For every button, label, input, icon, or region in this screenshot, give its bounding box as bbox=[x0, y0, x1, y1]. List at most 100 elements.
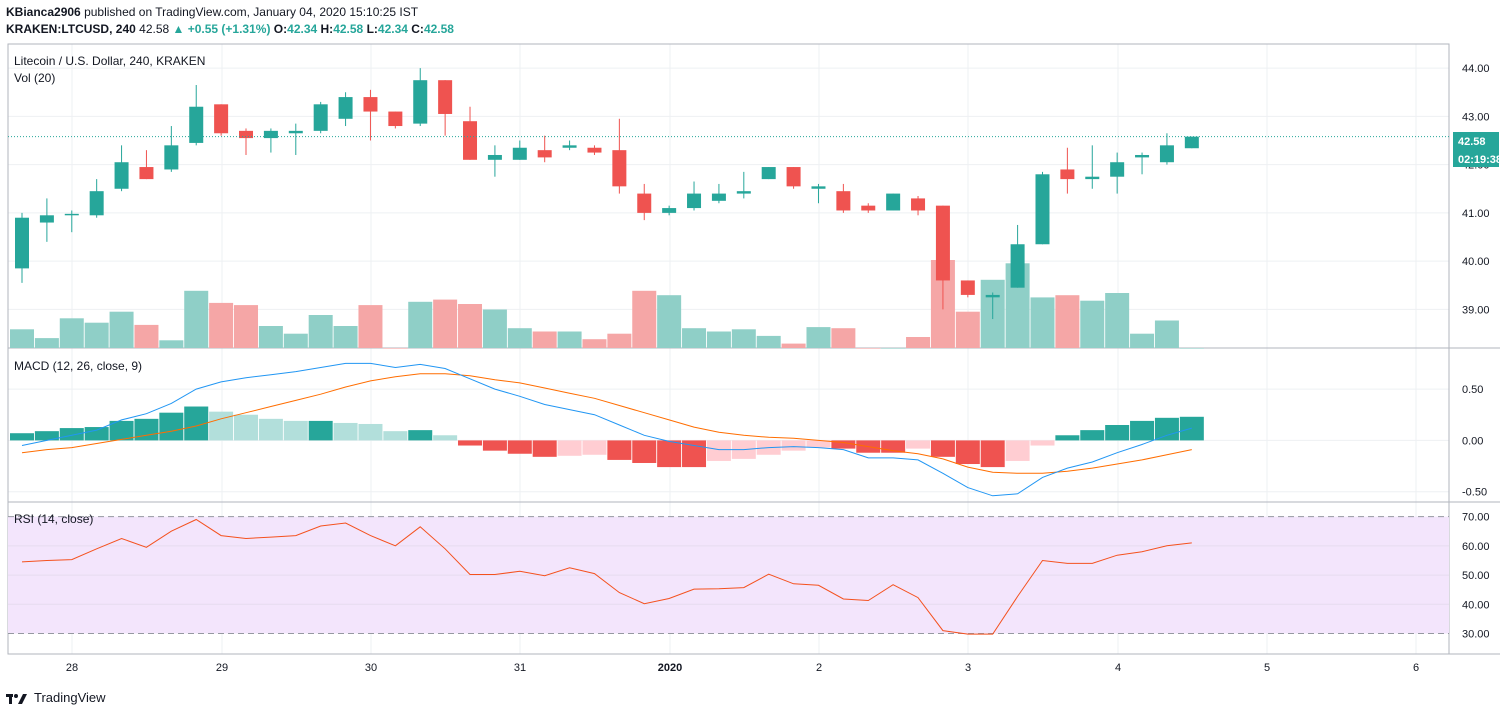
candle-body bbox=[189, 106, 204, 143]
candle-body bbox=[288, 130, 303, 134]
high-label: H: bbox=[320, 22, 334, 36]
macd-histogram-bar bbox=[134, 418, 159, 441]
macd-histogram-bar bbox=[657, 440, 682, 468]
axes: 2829303120202345644.0043.0042.0041.0040.… bbox=[66, 63, 1490, 674]
macd-axis-label: 0.50 bbox=[1462, 384, 1483, 396]
candle-body bbox=[811, 186, 826, 189]
tradingview-logo-icon bbox=[6, 693, 27, 704]
time-axis-label: 2020 bbox=[658, 662, 682, 674]
volume-bar bbox=[881, 348, 906, 349]
macd-histogram-bar bbox=[955, 440, 980, 465]
rsi-axis-label: 70.00 bbox=[1462, 512, 1490, 524]
candlesticks[interactable] bbox=[8, 68, 1449, 320]
volume-bar bbox=[358, 305, 383, 348]
macd-histogram-bar bbox=[632, 440, 657, 463]
candle-body bbox=[1010, 244, 1025, 288]
macd-histogram-bar bbox=[234, 414, 259, 441]
rsi-pane[interactable] bbox=[8, 516, 1449, 635]
rsi-pane-title: RSI (14, close) bbox=[14, 512, 93, 526]
candle-body bbox=[139, 167, 154, 180]
candle-body bbox=[263, 130, 278, 139]
candle-body bbox=[114, 162, 129, 189]
last-price: 42.58 bbox=[139, 22, 170, 36]
candle-body bbox=[89, 191, 104, 216]
volume-bar bbox=[159, 340, 184, 348]
macd-histogram-bar bbox=[10, 433, 34, 441]
candle-body bbox=[463, 121, 478, 160]
rsi-axis-label: 40.00 bbox=[1462, 599, 1490, 611]
symbol-interval: KRAKEN:LTCUSD, 240 bbox=[6, 22, 136, 36]
volume-bar bbox=[682, 328, 707, 348]
volume-bar bbox=[557, 331, 582, 348]
volume-pane-title: Vol (20) bbox=[14, 71, 55, 85]
macd-histogram-bar bbox=[433, 435, 458, 441]
time-axis-label: 3 bbox=[965, 662, 971, 674]
macd-histogram-bar bbox=[258, 418, 283, 441]
publish-text: published on TradingView.com, January 04… bbox=[84, 5, 419, 19]
candle-body bbox=[164, 145, 179, 170]
volume-bar bbox=[955, 311, 980, 348]
macd-histogram-bar bbox=[1005, 440, 1030, 461]
author-name[interactable]: KBianca2906 bbox=[6, 5, 81, 19]
macd-histogram-bar bbox=[582, 440, 607, 455]
tradingview-branding[interactable]: TradingView bbox=[6, 690, 106, 705]
time-axis-label: 30 bbox=[365, 662, 377, 674]
open-value: 42.34 bbox=[287, 22, 318, 36]
macd-histogram-bar bbox=[706, 440, 731, 461]
candle-body bbox=[1135, 154, 1150, 158]
macd-histogram-bar bbox=[507, 440, 532, 454]
macd-histogram-bar bbox=[59, 428, 84, 441]
candle-body bbox=[438, 80, 453, 114]
candle-body bbox=[687, 193, 702, 209]
candle-body bbox=[1035, 174, 1050, 245]
candle-body bbox=[711, 193, 726, 201]
volume-bar bbox=[632, 290, 657, 348]
candle-body bbox=[239, 130, 254, 139]
volume-bar bbox=[408, 301, 433, 348]
volume-bar bbox=[134, 324, 159, 348]
macd-histogram-bar bbox=[383, 431, 408, 441]
volume-bar bbox=[582, 339, 607, 348]
candle-body bbox=[537, 150, 552, 158]
price-axis-label: 40.00 bbox=[1462, 256, 1490, 268]
macd-histogram-bar bbox=[906, 440, 931, 449]
macd-histogram-bar bbox=[1154, 417, 1179, 441]
low-label: L: bbox=[366, 22, 378, 36]
macd-histogram-bar bbox=[1105, 425, 1130, 441]
volume-bar bbox=[1080, 300, 1105, 348]
candle-body bbox=[64, 213, 79, 216]
volume-bar bbox=[1030, 297, 1055, 348]
volume-bar bbox=[781, 343, 806, 348]
trading-chart[interactable]: 2829303120202345644.0043.0042.0041.0040.… bbox=[0, 0, 1508, 690]
macd-axis-label: -0.50 bbox=[1462, 487, 1487, 499]
volume-bar bbox=[10, 329, 34, 348]
volume-bar bbox=[308, 315, 333, 348]
volume-bar bbox=[657, 295, 682, 348]
close-label: C: bbox=[411, 22, 424, 36]
macd-histogram-bar bbox=[84, 427, 109, 441]
volume-bar bbox=[532, 331, 557, 348]
macd-histogram-bar bbox=[458, 440, 483, 446]
volume-bars[interactable] bbox=[10, 260, 1204, 349]
macd-pane[interactable] bbox=[10, 362, 1204, 497]
time-axis-label: 5 bbox=[1264, 662, 1270, 674]
macd-pane-title: MACD (12, 26, close, 9) bbox=[14, 359, 142, 373]
volume-bar bbox=[433, 299, 458, 348]
close-value: 42.58 bbox=[423, 22, 454, 36]
macd-histogram-bar bbox=[159, 412, 184, 441]
macd-histogram-bar bbox=[980, 440, 1005, 468]
candle-body bbox=[562, 145, 577, 148]
macd-histogram-bar bbox=[34, 431, 59, 441]
candle-body bbox=[363, 97, 378, 112]
high-value: 42.58 bbox=[333, 22, 364, 36]
candle-body bbox=[214, 104, 229, 134]
bar-countdown: 02:19:38 bbox=[1458, 154, 1502, 166]
candle-body bbox=[487, 154, 502, 160]
macd-histogram-bar bbox=[607, 440, 632, 460]
macd-histogram-bar bbox=[806, 440, 831, 448]
candle-body bbox=[886, 193, 901, 211]
candle-body bbox=[587, 147, 602, 153]
volume-bar bbox=[706, 331, 731, 348]
tradingview-label: TradingView bbox=[34, 690, 106, 705]
volume-bar bbox=[109, 311, 134, 348]
